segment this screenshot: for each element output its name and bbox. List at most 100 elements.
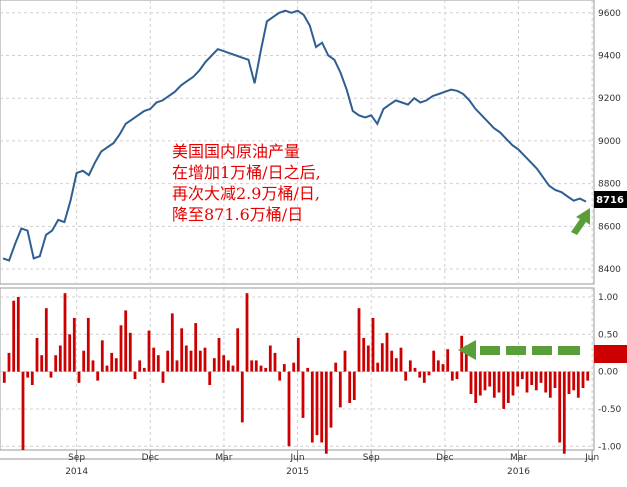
top-panel-background (0, 0, 595, 285)
x-year-label: 2014 (65, 467, 88, 477)
bar (49, 371, 53, 378)
bar (394, 358, 398, 372)
bar (245, 293, 249, 372)
annotation-line-1: 美国国内原油产量 (172, 142, 301, 161)
bar (212, 358, 216, 372)
bar (348, 371, 352, 403)
bar (231, 365, 235, 372)
bar (502, 371, 506, 409)
bar (198, 350, 202, 372)
x-month-label: Jun (584, 453, 599, 463)
bar (548, 371, 552, 398)
bottom-y-tick-label: 0.00 (598, 368, 618, 378)
bar (306, 367, 310, 372)
bar (296, 338, 300, 372)
top-y-tick-label: 8800 (598, 180, 621, 190)
x-month-label: Dec (142, 453, 159, 463)
bar (418, 371, 422, 378)
bar (478, 371, 482, 396)
annotation-line-2: 在增加1万桶/日之后, (172, 163, 321, 182)
bar (203, 347, 207, 372)
bar (366, 345, 370, 372)
bar (208, 371, 212, 385)
top-y-tick-label: 9600 (598, 9, 621, 19)
bar (576, 371, 580, 398)
bar (194, 323, 198, 372)
bar (63, 293, 67, 372)
bar (301, 371, 305, 418)
bar (292, 362, 296, 372)
bar (119, 325, 123, 372)
bar (338, 371, 342, 408)
bottom-y-tick-label: -1.00 (598, 442, 622, 452)
x-year-label: 2015 (286, 467, 309, 477)
bar (343, 350, 347, 372)
bar (413, 367, 417, 372)
bar (483, 371, 487, 391)
bottom-y-tick-label: 0.50 (598, 330, 618, 340)
top-y-axis: 8400 8600 8800 9000 9200 9400 9600 (598, 9, 621, 275)
bar (525, 371, 529, 393)
bar (91, 360, 95, 372)
bar (268, 345, 272, 372)
bar (236, 328, 240, 372)
x-month-label: Sep (68, 453, 85, 463)
bar (329, 371, 333, 428)
bottom-gridlines (0, 288, 594, 450)
bar (156, 355, 160, 372)
bar (40, 355, 44, 372)
bottom-y-tick-label: -0.50 (598, 405, 622, 415)
bar (352, 371, 356, 400)
bar (450, 371, 454, 381)
bar (320, 371, 324, 443)
bar (362, 338, 366, 372)
bar (422, 371, 426, 383)
bar (54, 355, 58, 372)
bar (128, 332, 132, 372)
bar (380, 343, 384, 372)
bar (408, 360, 412, 372)
bar (82, 350, 86, 372)
production-line (2, 9, 587, 262)
bar (2, 371, 6, 383)
x-month-label: Mar (510, 453, 527, 463)
bar (58, 345, 62, 372)
bar (534, 371, 538, 391)
bar (520, 371, 524, 380)
x-axis: Sep Dec Mar Jun Sep Dec Mar Jun 2014 2015 2016 (0, 450, 599, 477)
bar (492, 371, 496, 398)
bar (124, 310, 128, 372)
bar (516, 371, 520, 387)
bar (357, 308, 361, 372)
bar (217, 338, 221, 372)
bottom-y-axis: 1.00 0.50 0.00 -0.50 -1.00 (598, 293, 622, 452)
x-year-label: 2016 (507, 467, 530, 477)
bar (474, 371, 478, 403)
bar (142, 367, 146, 372)
bar (586, 371, 590, 381)
bar (432, 350, 436, 372)
bar (390, 350, 394, 372)
annotation-text: 美国国内原油产量 在增加1万桶/日之后, 再次大减2.9万桶/日, 降至871.… (172, 141, 321, 225)
bar (259, 365, 263, 372)
bar (35, 338, 39, 372)
top-y-tick-label: 8400 (598, 265, 621, 275)
bar (189, 350, 193, 372)
bar (511, 371, 515, 396)
x-month-label: Dec (436, 453, 453, 463)
bar (315, 371, 319, 436)
bar (16, 297, 20, 372)
bar (86, 317, 90, 372)
bar (539, 371, 543, 383)
bar (469, 371, 473, 394)
bar (254, 360, 258, 372)
top-y-tick-label: 8600 (598, 222, 621, 232)
bar (68, 334, 72, 372)
bar (240, 371, 244, 423)
bar (114, 358, 118, 372)
zero-marker (594, 345, 627, 363)
bar (26, 371, 30, 378)
bar (488, 371, 492, 387)
left-arrow-icon (458, 340, 580, 360)
x-month-label: Mar (215, 453, 232, 463)
